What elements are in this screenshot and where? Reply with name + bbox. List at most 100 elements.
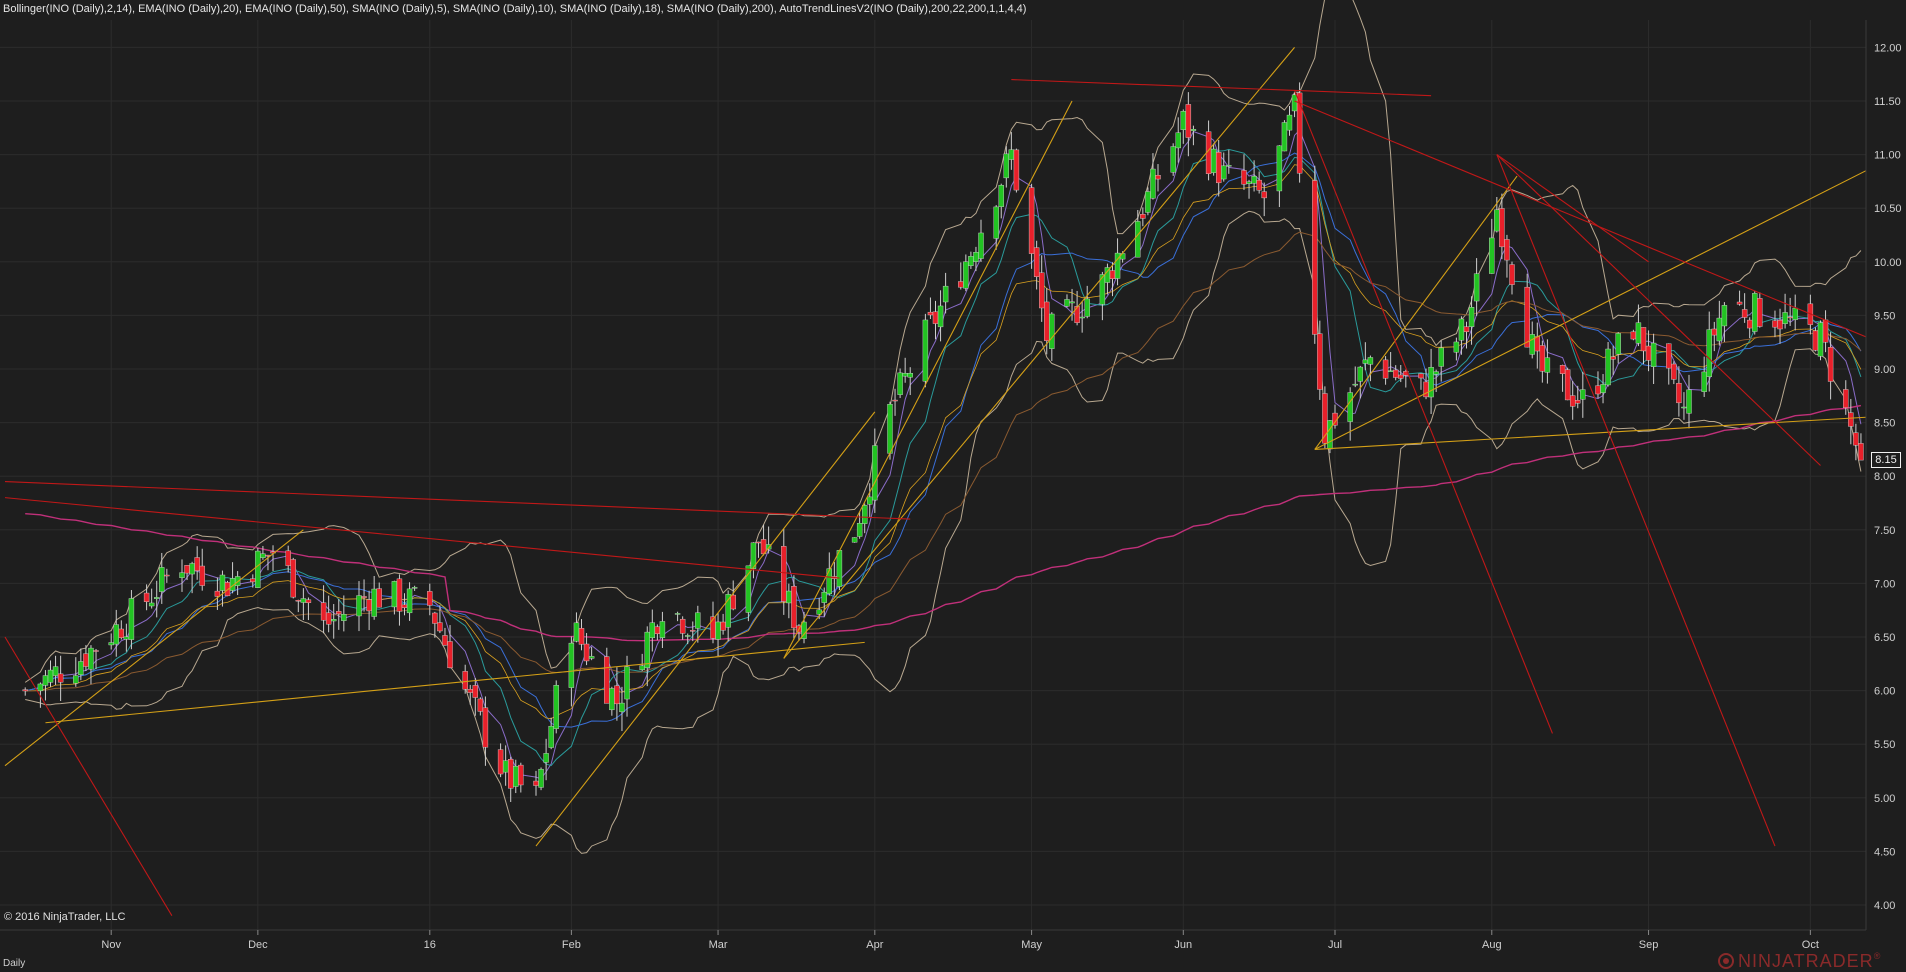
candle-body[interactable] — [1746, 319, 1753, 329]
candle-body[interactable] — [1843, 389, 1849, 408]
candle-body[interactable] — [123, 636, 130, 640]
candle-body[interactable] — [1398, 374, 1404, 379]
candle-body[interactable] — [472, 685, 479, 698]
candle-body[interactable] — [1605, 348, 1611, 386]
candle-body[interactable] — [1170, 146, 1176, 173]
candle-body[interactable] — [1028, 187, 1035, 254]
candle-body[interactable] — [1241, 170, 1247, 185]
candle-body[interactable] — [1033, 247, 1040, 277]
candle-body[interactable] — [1190, 129, 1197, 131]
candle-body[interactable] — [234, 576, 241, 586]
candle-body[interactable] — [1772, 320, 1778, 328]
candle-body[interactable] — [685, 635, 691, 637]
candle-body[interactable] — [1610, 356, 1616, 360]
candle-body[interactable] — [341, 614, 347, 621]
candle-body[interactable] — [214, 590, 221, 597]
candle-body[interactable] — [513, 765, 519, 787]
candle-body[interactable] — [336, 611, 342, 615]
candle-body[interactable] — [958, 281, 964, 288]
candle-body[interactable] — [892, 399, 898, 402]
candle-body[interactable] — [826, 568, 833, 595]
candle-body[interactable] — [1382, 359, 1389, 379]
candle-body[interactable] — [659, 621, 666, 638]
candle-body[interactable] — [432, 612, 438, 624]
candle-body[interactable] — [1135, 221, 1141, 258]
candle-body[interactable] — [1524, 286, 1530, 348]
candle-body[interactable] — [1716, 317, 1723, 342]
candle-body[interactable] — [583, 643, 590, 662]
candle-body[interactable] — [1069, 301, 1075, 304]
candle-body[interactable] — [1686, 389, 1692, 414]
candle-body[interactable] — [366, 599, 372, 612]
candle-body[interactable] — [93, 650, 99, 652]
candle-body[interactable] — [118, 628, 125, 638]
candle-body[interactable] — [396, 578, 403, 612]
candle-body[interactable] — [887, 404, 893, 454]
candle-body[interactable] — [725, 594, 731, 628]
candle-body[interactable] — [57, 673, 64, 683]
candle-body[interactable] — [1539, 345, 1546, 372]
candle-body[interactable] — [1600, 384, 1606, 393]
candle-body[interactable] — [1210, 148, 1217, 173]
candle-body[interactable] — [765, 544, 772, 550]
candle-body[interactable] — [1347, 392, 1353, 422]
candle-body[interactable] — [619, 702, 625, 713]
candle-body[interactable] — [1013, 149, 1020, 191]
candle-body[interactable] — [1322, 393, 1328, 444]
candle-body[interactable] — [518, 764, 524, 786]
candle-body[interactable] — [83, 653, 89, 667]
candle-body[interactable] — [47, 669, 54, 683]
candle-body[interactable] — [1635, 322, 1642, 344]
candle-body[interactable] — [1458, 318, 1465, 341]
candle-body[interactable] — [816, 609, 822, 615]
candle-body[interactable] — [755, 541, 762, 544]
candle-body[interactable] — [1084, 298, 1090, 317]
candle-body[interactable] — [502, 760, 509, 773]
candle-body[interactable] — [973, 252, 979, 262]
candle-body[interactable] — [199, 565, 205, 586]
candle-body[interactable] — [963, 261, 969, 289]
candle-body[interactable] — [1453, 341, 1460, 353]
candle-body[interactable] — [715, 621, 721, 640]
candle-body[interactable] — [295, 600, 302, 602]
candle-body[interactable] — [1140, 214, 1146, 219]
candle-body[interactable] — [1180, 111, 1186, 130]
candle-body[interactable] — [361, 596, 367, 598]
candle-body[interactable] — [1650, 342, 1657, 367]
candle-body[interactable] — [219, 574, 226, 591]
candle-body[interactable] — [462, 671, 468, 690]
candle-body[interactable] — [437, 622, 443, 632]
candle-body[interactable] — [1064, 299, 1070, 307]
candle-body[interactable] — [1827, 347, 1834, 382]
candle-body[interactable] — [88, 647, 94, 670]
candle-body[interactable] — [1817, 322, 1824, 357]
candle-body[interactable] — [1666, 343, 1672, 369]
candle-body[interactable] — [1812, 330, 1819, 351]
candle-body[interactable] — [1858, 443, 1864, 461]
candle-body[interactable] — [1494, 209, 1500, 232]
candle-body[interactable] — [1721, 305, 1728, 327]
candle-body[interactable] — [851, 537, 858, 543]
candle-body[interactable] — [1489, 237, 1495, 274]
candle-body[interactable] — [164, 574, 170, 577]
candle-body[interactable] — [1853, 432, 1859, 446]
candle-body[interactable] — [290, 559, 296, 598]
candle-body[interactable] — [497, 749, 504, 775]
candle-body[interactable] — [427, 591, 433, 606]
candle-body[interactable] — [543, 753, 549, 763]
candle-body[interactable] — [1296, 92, 1303, 174]
candle-body[interactable] — [356, 595, 362, 617]
candle-body[interactable] — [1504, 239, 1510, 261]
candle-body[interactable] — [1044, 301, 1050, 341]
candle-body[interactable] — [1423, 381, 1429, 398]
candle-body[interactable] — [42, 675, 49, 686]
candle-body[interactable] — [786, 590, 792, 604]
candle-body[interactable] — [649, 622, 656, 639]
candle-body[interactable] — [548, 725, 554, 748]
candle-body[interactable] — [927, 311, 934, 316]
candle-body[interactable] — [325, 612, 332, 625]
candle-body[interactable] — [189, 563, 195, 575]
candle-body[interactable] — [260, 553, 266, 558]
candle-body[interactable] — [553, 685, 559, 729]
